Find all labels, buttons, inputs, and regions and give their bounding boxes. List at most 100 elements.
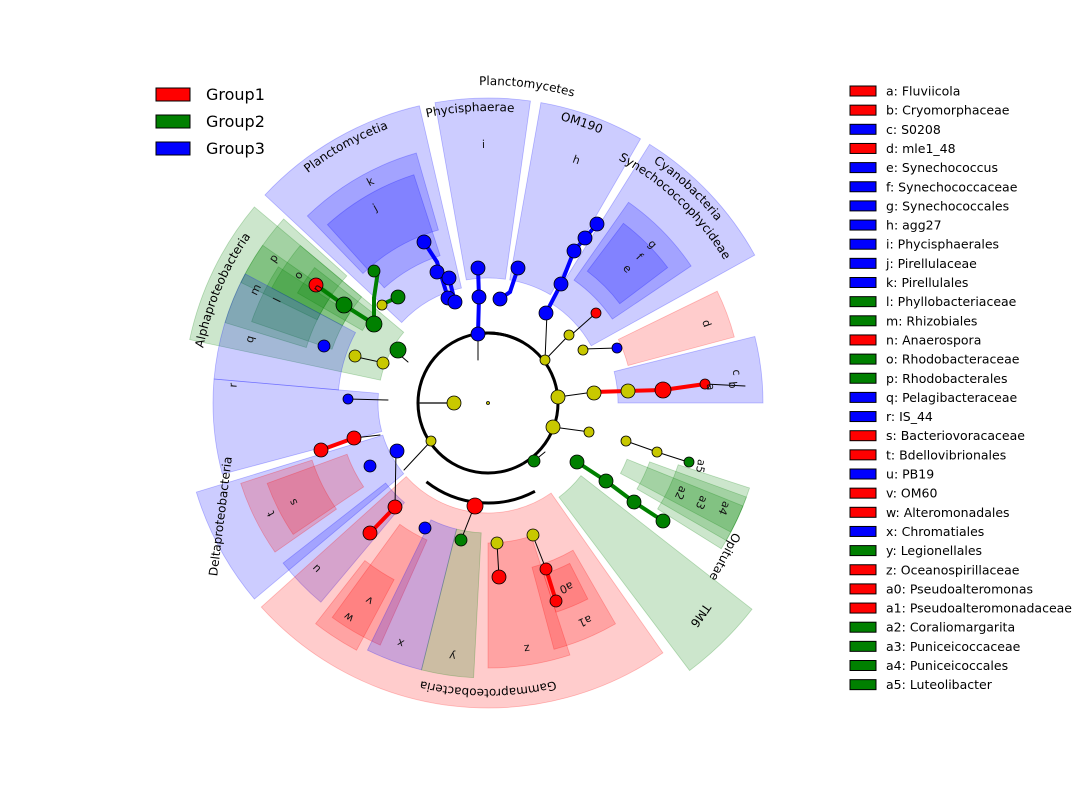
clade-letter-i: i xyxy=(482,138,485,151)
taxa-legend-name: Synechococcaceae xyxy=(898,179,1018,194)
taxa-legend-name: Bdellovibrionales xyxy=(899,447,1006,462)
clade-sector-a2 xyxy=(619,458,744,533)
taxa-legend-sep: : xyxy=(902,658,910,673)
group-legend: Group1 Group2 Group3 xyxy=(155,85,265,158)
tree-node xyxy=(376,299,388,311)
taxa-swatch xyxy=(849,85,877,97)
taxa-legend-id: d xyxy=(886,141,894,156)
clade-sector-l xyxy=(251,266,351,350)
taxa-legend-id: f xyxy=(886,179,891,194)
taxa-swatch xyxy=(849,123,877,135)
taxa-legend-name: Pirellulales xyxy=(901,275,968,290)
taxa-legend-entry: a3: Puniceicoccaceae xyxy=(886,639,1021,654)
taxa-legend: a: Fluviicola b: Cryomorphaceae c: S0208 d:… xyxy=(849,84,1072,692)
taxa-legend-id: u xyxy=(886,467,894,482)
taxa-legend-sep: : xyxy=(893,275,901,290)
tree-node xyxy=(545,419,561,435)
tree-node xyxy=(654,381,672,399)
taxa-legend-name: PB19 xyxy=(902,467,934,482)
clade-letter-m: m xyxy=(247,282,263,297)
taxa-swatch xyxy=(849,372,877,384)
tree-node xyxy=(466,497,484,515)
tree-node xyxy=(317,339,331,353)
taxa-legend-name: Bacteriovoracaceae xyxy=(901,428,1026,443)
taxa-legend-id: a xyxy=(886,84,894,99)
taxa-legend-sep: : xyxy=(894,218,902,233)
taxa-legend-id: p xyxy=(886,371,894,386)
taxa-swatch xyxy=(849,219,877,231)
group-label-2: Group2 xyxy=(206,112,265,131)
taxa-legend-entry: l: Phyllobacteriaceae xyxy=(886,294,1017,309)
tree-node xyxy=(550,389,566,405)
group-label-3: Group3 xyxy=(206,139,265,158)
tree-node xyxy=(590,307,602,319)
taxa-legend-id: t xyxy=(886,447,891,462)
group-swatch-3 xyxy=(155,141,191,156)
taxa-legend-sep: : xyxy=(894,141,902,156)
taxa-swatch xyxy=(849,430,877,442)
group-label-1: Group1 xyxy=(206,85,265,104)
taxa-legend-id: c xyxy=(886,122,893,137)
tree-node xyxy=(577,344,589,356)
taxa-legend-name: Pirellulaceae xyxy=(898,256,978,271)
taxa-legend-name: Pelagibacteraceae xyxy=(902,390,1017,405)
clade-letter-a3: a3 xyxy=(693,494,711,512)
clade-sector-r xyxy=(212,378,383,475)
tree-node xyxy=(611,342,623,354)
clade-letter-a4: a4 xyxy=(715,499,732,517)
taxa-legend-entry: e: Synechococcus xyxy=(886,160,998,175)
group-swatch-1 xyxy=(155,87,191,102)
phylum-sector xyxy=(264,105,462,324)
tree-node xyxy=(389,443,405,459)
taxa-legend-name: Puniceicoccales xyxy=(910,658,1008,673)
tree-node xyxy=(526,528,540,542)
clade-letter-a0: a0 xyxy=(557,579,575,596)
tree-node xyxy=(683,456,695,468)
taxa-swatch xyxy=(849,411,877,423)
tree-node xyxy=(626,494,642,510)
clade-sector-c xyxy=(613,335,764,404)
taxa-legend-sep: : xyxy=(902,581,910,596)
tree-node xyxy=(491,569,507,585)
tree-node xyxy=(470,326,486,342)
taxa-legend-name: Legionellales xyxy=(901,543,982,558)
tree-node xyxy=(486,401,490,405)
connector-7 xyxy=(394,450,397,508)
taxa-legend-name: S0208 xyxy=(901,122,941,137)
taxa-legend-entry: i: Phycisphaerales xyxy=(886,237,999,252)
taxa-legend-name: Oceanospirillaceae xyxy=(901,562,1020,577)
taxa-swatch xyxy=(849,142,877,154)
taxa-legend-sep: : xyxy=(891,447,899,462)
clade-sector-g xyxy=(573,201,692,320)
taxa-legend-name: Anaerospora xyxy=(902,332,981,347)
taxa-swatch xyxy=(849,296,877,308)
taxa-legend-entry: t: Bdellovibrionales xyxy=(886,447,1006,462)
taxa-legend-id: a3 xyxy=(886,639,902,654)
taxa-legend-id: n xyxy=(886,332,894,347)
tree-node xyxy=(699,378,711,390)
taxa-legend-entry: u: PB19 xyxy=(886,467,934,482)
taxa-legend-sep: : xyxy=(889,294,897,309)
tree-node xyxy=(454,533,468,547)
tree-node xyxy=(577,230,593,246)
taxa-swatch xyxy=(849,315,877,327)
taxa-legend-name: Rhodobacterales xyxy=(902,371,1007,386)
taxa-legend-name: Pseudoalteromonas xyxy=(910,581,1033,596)
taxa-legend-id: j xyxy=(885,256,889,271)
tree-node xyxy=(387,499,403,515)
taxa-swatch xyxy=(849,506,877,518)
tree-node xyxy=(553,276,569,292)
tree-node xyxy=(566,243,582,259)
tree-node xyxy=(389,341,407,359)
taxa-legend-id: k xyxy=(886,275,894,290)
taxa-legend-entry: w: Alteromonadales xyxy=(886,505,1010,520)
taxa-legend-entry: q: Pelagibacteraceae xyxy=(886,390,1018,405)
taxa-legend-sep: : xyxy=(894,160,902,175)
phylum-sector xyxy=(195,434,405,600)
tree-node xyxy=(569,454,585,470)
taxa-legend-name: Rhodobacteraceae xyxy=(902,352,1020,367)
tree-node xyxy=(655,513,671,529)
clade-sector-x xyxy=(366,519,458,671)
taxa-legend-id: i xyxy=(886,237,889,252)
taxa-legend-sep: : xyxy=(894,84,902,99)
